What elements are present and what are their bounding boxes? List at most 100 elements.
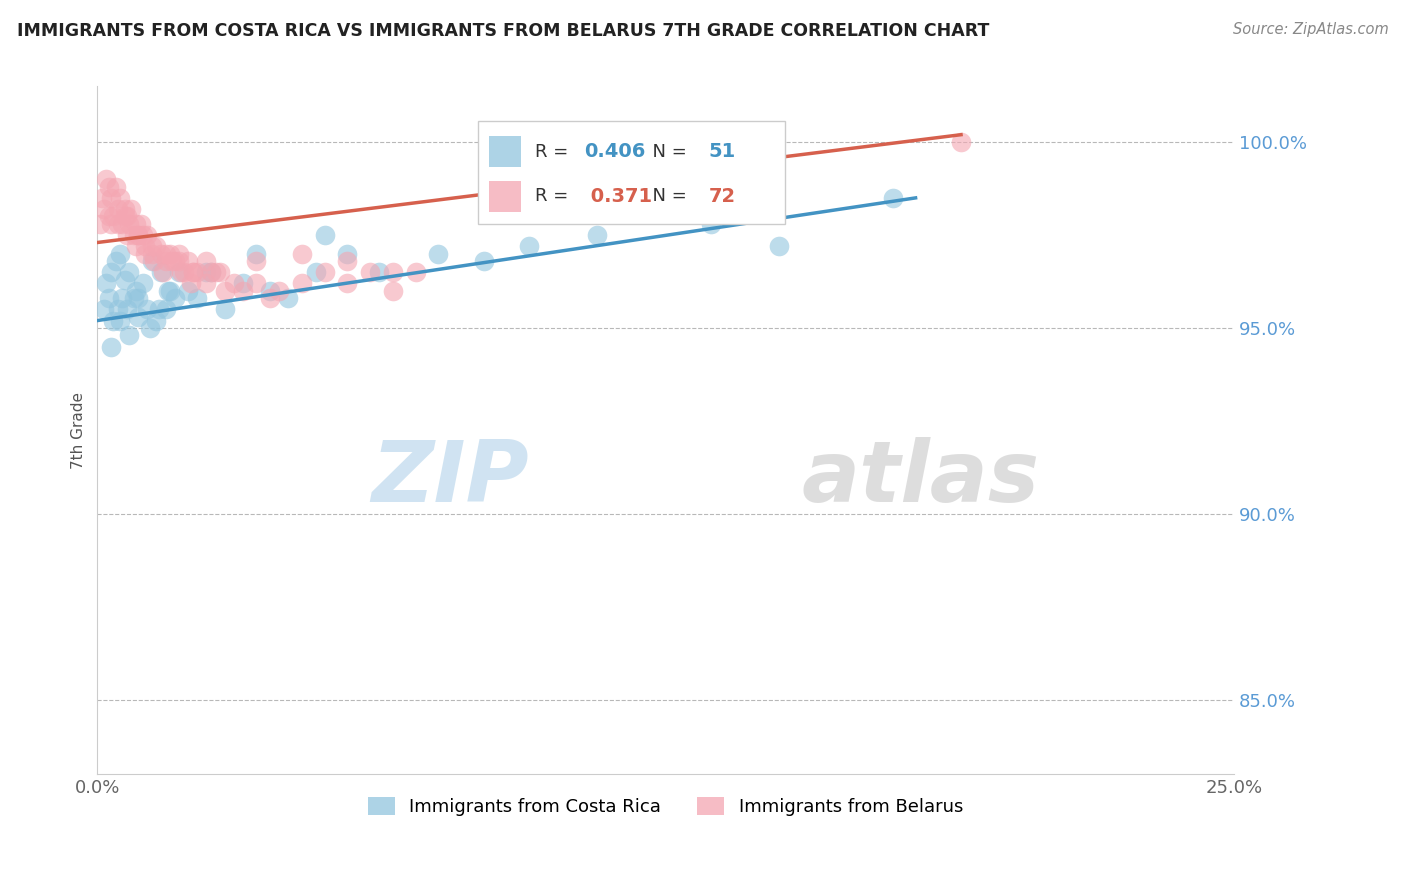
Point (245, 246, 267, 260)
Point (97, 291, 120, 305)
Point (882, 191, 904, 205)
Point (114, 273, 136, 287)
Point (127, 291, 149, 305)
Point (314, 265, 336, 279)
Point (129, 217, 152, 231)
Point (245, 277, 267, 291)
Point (381, 284, 404, 298)
Point (134, 246, 156, 260)
Point (103, 313, 125, 327)
Point (136, 228, 159, 243)
FancyBboxPatch shape (478, 120, 785, 224)
Point (170, 265, 193, 279)
FancyBboxPatch shape (489, 136, 522, 167)
Text: N =: N = (641, 143, 692, 161)
Point (314, 228, 336, 243)
Point (132, 277, 155, 291)
Point (700, 217, 723, 231)
Point (96, 172, 118, 186)
Point (127, 228, 149, 243)
Point (148, 302, 170, 317)
Point (97, 210, 120, 224)
Text: 0.406: 0.406 (583, 142, 645, 161)
Point (103, 210, 125, 224)
Point (141, 246, 163, 260)
Point (108, 313, 131, 327)
Point (100, 340, 122, 354)
Point (132, 228, 155, 243)
Text: Source: ZipAtlas.com: Source: ZipAtlas.com (1233, 22, 1389, 37)
Point (167, 246, 190, 260)
Point (177, 284, 200, 298)
Point (122, 291, 145, 305)
Point (118, 217, 141, 231)
Text: R =: R = (534, 143, 574, 161)
Point (111, 291, 134, 305)
Point (120, 202, 142, 216)
Point (163, 254, 186, 268)
Point (141, 239, 163, 253)
Point (107, 217, 129, 231)
Text: atlas: atlas (801, 437, 1040, 520)
Point (134, 239, 156, 253)
Point (336, 246, 359, 260)
Point (180, 277, 202, 291)
Point (291, 246, 314, 260)
Text: 51: 51 (709, 142, 735, 161)
Point (200, 265, 222, 279)
Point (195, 277, 218, 291)
Point (93, 302, 115, 317)
Point (93, 202, 115, 216)
Point (125, 239, 148, 253)
Point (100, 191, 122, 205)
Point (136, 302, 159, 317)
Point (90, 191, 112, 205)
Point (277, 291, 299, 305)
Point (181, 265, 204, 279)
Point (269, 284, 291, 298)
Text: R =: R = (534, 187, 574, 205)
Point (89, 217, 111, 231)
Point (304, 265, 326, 279)
Text: N =: N = (641, 187, 692, 205)
Point (336, 254, 359, 268)
Point (115, 228, 138, 243)
Point (141, 254, 163, 268)
Point (155, 254, 177, 268)
Point (427, 246, 450, 260)
Point (259, 291, 281, 305)
Text: ZIP: ZIP (371, 437, 529, 520)
Point (111, 217, 134, 231)
Point (517, 239, 540, 253)
Point (108, 191, 131, 205)
Point (127, 310, 149, 324)
Point (100, 217, 122, 231)
Point (336, 277, 359, 291)
Point (195, 265, 218, 279)
Legend: Immigrants from Costa Rica, Immigrants from Belarus: Immigrants from Costa Rica, Immigrants f… (360, 789, 970, 823)
Point (200, 265, 222, 279)
Point (222, 277, 245, 291)
Point (115, 210, 138, 224)
Point (127, 228, 149, 243)
Point (152, 265, 174, 279)
Point (173, 265, 195, 279)
Point (186, 291, 208, 305)
Point (214, 284, 236, 298)
Point (100, 265, 122, 279)
Point (155, 302, 177, 317)
Text: IMMIGRANTS FROM COSTA RICA VS IMMIGRANTS FROM BELARUS 7TH GRADE CORRELATION CHAR: IMMIGRANTS FROM COSTA RICA VS IMMIGRANTS… (17, 22, 990, 40)
Point (159, 246, 181, 260)
Point (359, 265, 381, 279)
Point (156, 284, 179, 298)
Point (125, 217, 148, 231)
Point (107, 302, 129, 317)
Point (291, 277, 314, 291)
Point (115, 302, 138, 317)
Point (245, 254, 267, 268)
Point (472, 254, 495, 268)
Text: 72: 72 (709, 187, 735, 206)
Point (125, 284, 148, 298)
Point (145, 313, 167, 327)
Text: 0.371: 0.371 (583, 187, 652, 206)
